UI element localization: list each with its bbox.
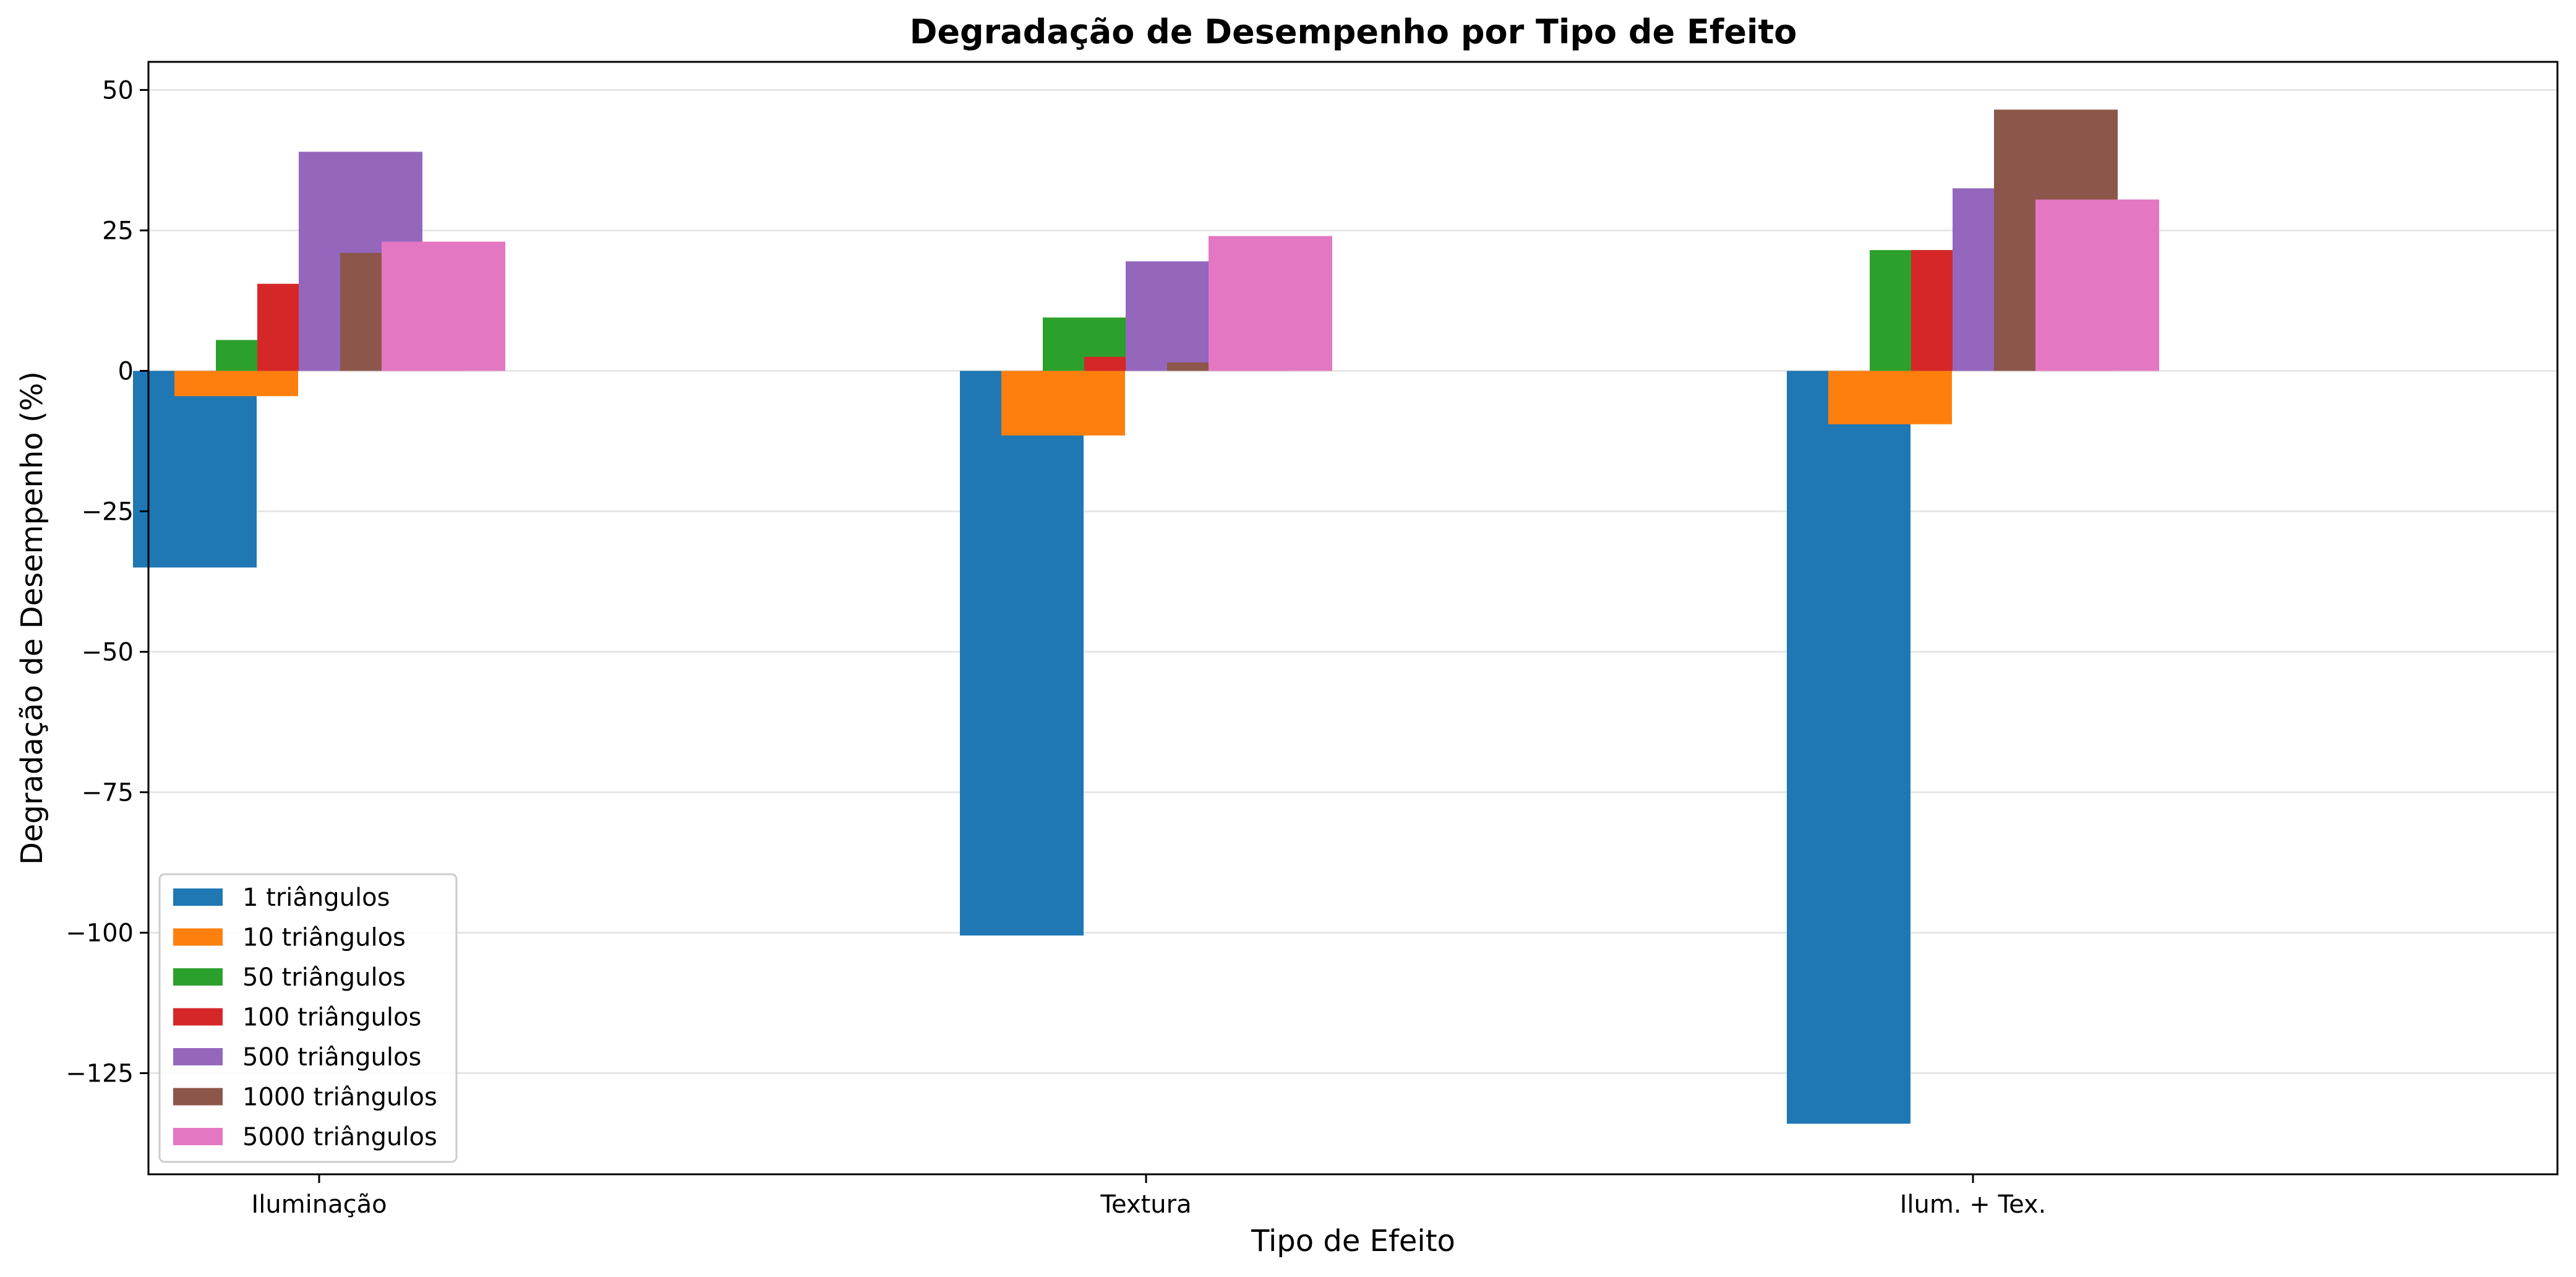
plot-frame <box>147 61 2559 1176</box>
bar <box>1828 371 1952 424</box>
legend-swatch <box>173 1048 223 1065</box>
y-tick-label: −50 <box>82 638 134 666</box>
y-tick-label: −25 <box>82 497 134 526</box>
bar <box>960 371 1084 936</box>
x-axis-label: Tipo de Efeito <box>1251 1224 1455 1258</box>
x-tick-label: Iluminação <box>251 1190 387 1219</box>
legend-swatch <box>173 1088 223 1106</box>
legend-label: 5000 triângulos <box>242 1123 437 1151</box>
bar <box>1001 371 1125 436</box>
legend-label: 10 triângulos <box>242 924 406 952</box>
bar <box>2035 199 2159 371</box>
legend-label: 1000 triângulos <box>242 1083 437 1112</box>
y-tick-label: −100 <box>66 919 134 948</box>
y-ticks: 50 25 0 −25 −50 −75 −100 −125 <box>66 76 148 1088</box>
y-tick-label: 0 <box>118 357 134 385</box>
legend: 1 triângulos 10 triângulos 50 triângulos 10… <box>158 873 458 1163</box>
legend-label: 500 triângulos <box>242 1043 421 1072</box>
chart-title: Degradação de Desempenho por Tipo de Efe… <box>910 12 1797 51</box>
x-tick-label: Ilum. + Tex. <box>1900 1190 2047 1219</box>
legend-label: 50 triângulos <box>242 963 406 992</box>
y-axis-label: Degradação de Desempenho (%) <box>15 371 49 865</box>
y-tick-label: 25 <box>102 217 134 245</box>
x-ticks: Iluminação Textura Ilum. + Tex. <box>251 1174 2046 1219</box>
legend-swatch <box>173 888 223 906</box>
legend-box <box>158 873 458 1163</box>
bar <box>174 371 298 397</box>
legend-swatch <box>173 968 223 986</box>
legend-label: 100 triângulos <box>242 1004 421 1032</box>
legend-swatch <box>173 1128 223 1145</box>
bars <box>133 110 2159 1124</box>
bar <box>382 241 505 371</box>
bar <box>1209 236 1332 371</box>
legend-swatch <box>173 928 223 946</box>
legend-label: 1 triângulos <box>242 884 390 912</box>
grid <box>148 88 2557 1075</box>
bar <box>133 371 257 568</box>
legend-swatch <box>173 1008 223 1026</box>
x-tick-label: Textura <box>1100 1190 1191 1219</box>
y-tick-label: 50 <box>102 76 134 105</box>
y-tick-label: −75 <box>82 779 134 807</box>
y-tick-label: −125 <box>66 1060 134 1088</box>
bar <box>1787 371 1911 1124</box>
